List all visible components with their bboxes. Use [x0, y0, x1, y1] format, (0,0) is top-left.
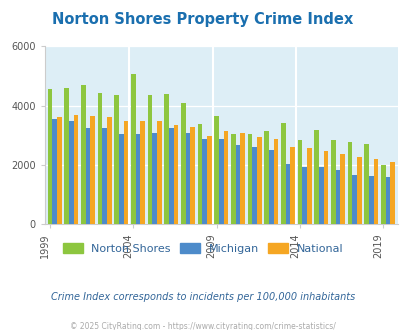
Bar	[230, 134, 235, 224]
Bar	[223, 131, 228, 224]
Bar	[57, 117, 62, 224]
Bar	[373, 159, 377, 224]
Bar	[280, 122, 285, 224]
Bar	[140, 121, 145, 224]
Bar	[285, 164, 290, 224]
Bar	[385, 177, 389, 224]
Bar	[297, 140, 301, 224]
Bar	[185, 133, 190, 224]
Bar	[124, 121, 128, 224]
Bar	[81, 85, 85, 224]
Bar	[207, 136, 211, 224]
Bar	[214, 116, 218, 224]
Bar	[52, 119, 57, 224]
Bar	[380, 165, 385, 224]
Bar	[301, 167, 306, 224]
Bar	[264, 131, 268, 224]
Bar	[131, 75, 135, 224]
Bar	[173, 125, 178, 224]
Bar	[218, 139, 223, 224]
Bar	[356, 157, 361, 224]
Bar	[268, 150, 273, 224]
Bar	[114, 95, 119, 224]
Bar	[256, 137, 261, 224]
Text: © 2025 CityRating.com - https://www.cityrating.com/crime-statistics/: © 2025 CityRating.com - https://www.city…	[70, 322, 335, 330]
Bar	[147, 95, 152, 224]
Bar	[347, 142, 352, 224]
Bar	[290, 147, 294, 224]
Bar	[197, 124, 202, 224]
Bar	[202, 139, 207, 224]
Bar	[181, 103, 185, 224]
Bar	[168, 128, 173, 224]
Bar	[102, 128, 107, 224]
Bar	[389, 162, 394, 224]
Bar	[119, 134, 124, 224]
Bar	[85, 128, 90, 224]
Text: Crime Index corresponds to incidents per 100,000 inhabitants: Crime Index corresponds to incidents per…	[51, 292, 354, 302]
Bar	[240, 133, 244, 224]
Bar	[157, 121, 161, 224]
Bar	[135, 134, 140, 224]
Bar	[363, 144, 368, 224]
Bar	[313, 130, 318, 224]
Bar	[69, 121, 73, 224]
Bar	[273, 139, 277, 224]
Bar	[107, 117, 111, 224]
Bar	[252, 147, 256, 224]
Bar	[64, 88, 69, 224]
Bar	[73, 115, 78, 224]
Bar	[164, 94, 168, 224]
Bar	[306, 148, 311, 224]
Bar	[152, 133, 157, 224]
Text: Norton Shores Property Crime Index: Norton Shores Property Crime Index	[52, 12, 353, 26]
Bar	[368, 176, 373, 224]
Bar	[247, 134, 252, 224]
Bar	[318, 167, 323, 224]
Bar	[323, 151, 327, 224]
Bar	[90, 116, 95, 224]
Bar	[97, 93, 102, 224]
Bar	[352, 176, 356, 224]
Bar	[235, 146, 240, 224]
Bar	[339, 154, 344, 224]
Bar	[190, 127, 194, 224]
Bar	[335, 170, 339, 224]
Legend: Norton Shores, Michigan, National: Norton Shores, Michigan, National	[58, 239, 347, 258]
Bar	[330, 140, 335, 224]
Bar	[47, 89, 52, 224]
